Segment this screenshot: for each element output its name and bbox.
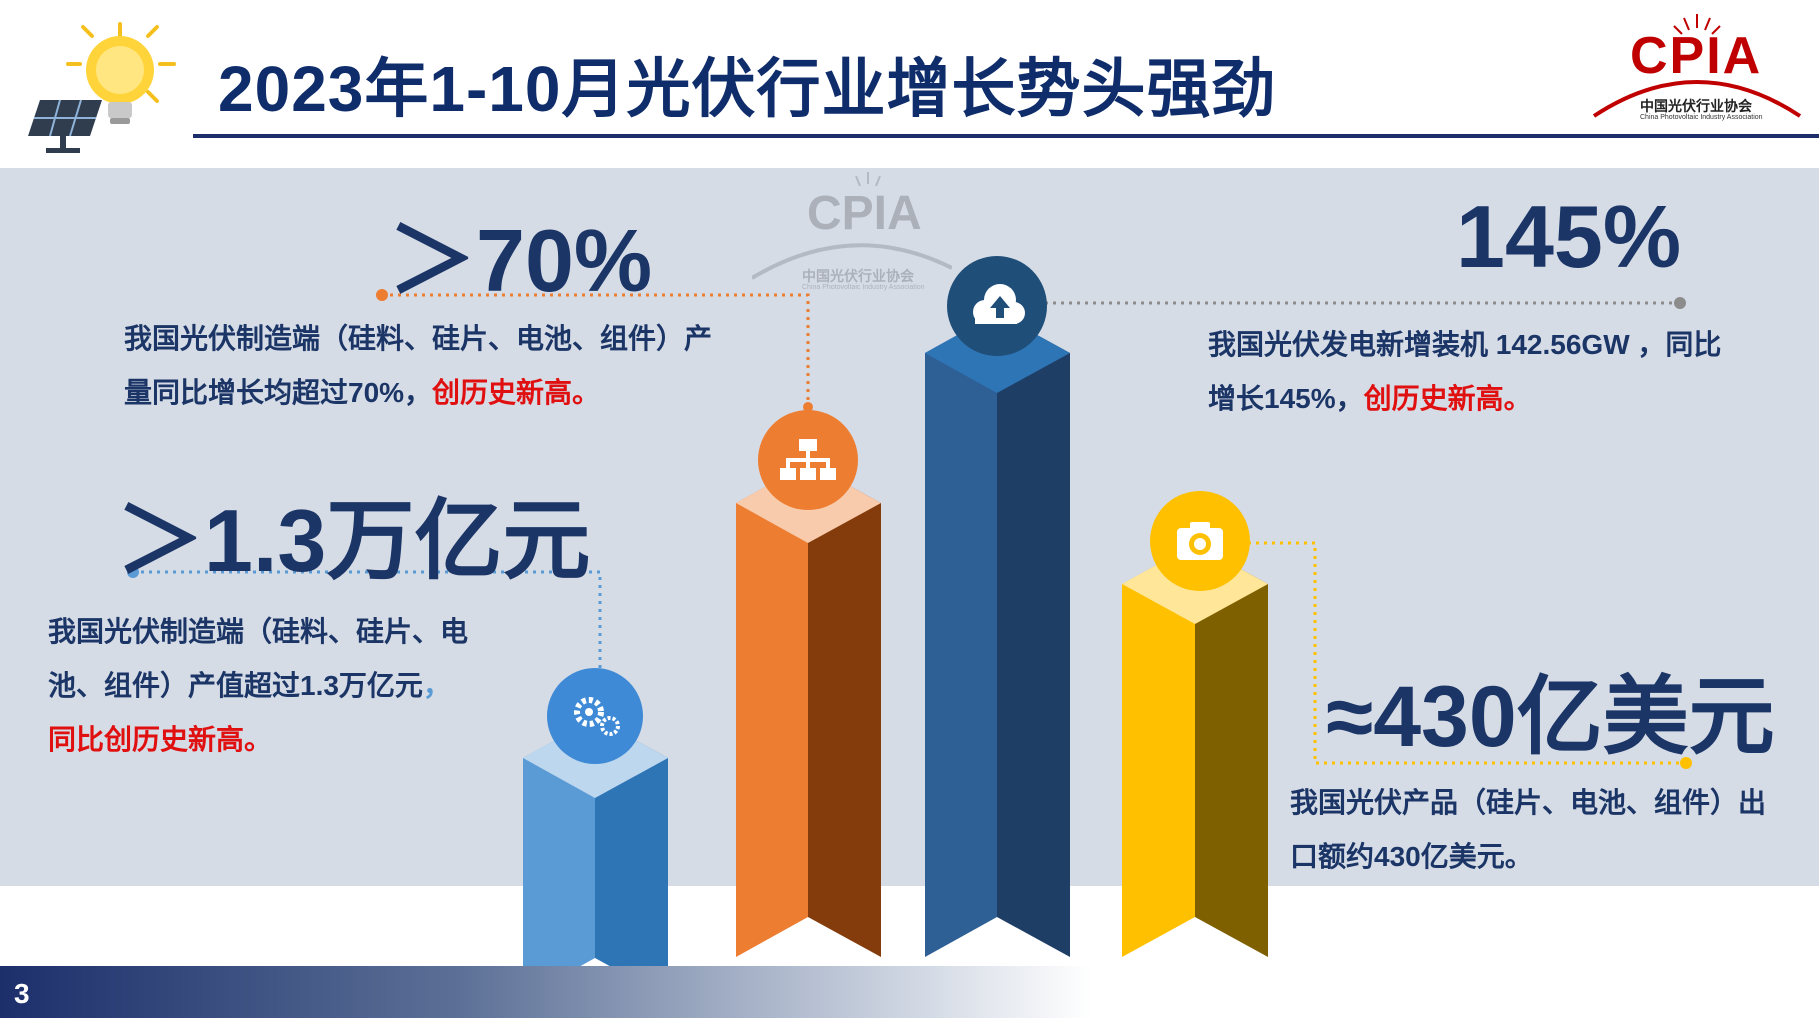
stat-output-desc: 我国光伏制造端（硅料、硅片、电池、组件）产 量同比增长均超过70%，创历史新高。 — [124, 312, 784, 420]
connector-value-dot — [127, 566, 139, 578]
stat-output-line2: 量同比增长均超过70%，创历史新高。 — [124, 366, 784, 420]
stat-value-line2-comma: ， — [422, 670, 451, 701]
stat-install-line2: 增长145%，创历史新高。 — [1208, 372, 1808, 426]
logo-text: CPIA — [1630, 27, 1763, 85]
stat-install-highlight: 创历史新高。 — [1363, 383, 1532, 414]
camera-icon — [1150, 491, 1250, 591]
stat-install-desc: 我国光伏发电新增装机 142.56GW ，同比 增长145%，创历史新高。 — [1208, 318, 1808, 426]
stat-output-line2-text: 量同比增长均超过70%， — [124, 377, 433, 408]
stat-export-desc: 我国光伏产品（硅片、电池、组件）出 口额约430亿美元。 — [1290, 776, 1810, 884]
stat-value-value: ＞1.3万亿元 — [116, 491, 591, 590]
stat-value-line2: 池、组件）产值超过1.3万亿元， — [48, 659, 548, 713]
bar-output — [736, 463, 881, 957]
connector-output-dot — [376, 289, 388, 301]
stat-value-line2-text: 池、组件）产值超过1.3万亿元 — [48, 670, 423, 701]
page-number: 3 — [14, 978, 30, 1009]
cloud-upload-icon — [947, 256, 1047, 356]
watermark-logo: CPIA 中国光伏行业协会 China Photovoltaic Industr… — [750, 168, 953, 291]
content-panel — [0, 168, 1819, 886]
bar-value — [523, 718, 668, 998]
logo-subtitle-cn: 中国光伏行业协会 — [1640, 98, 1752, 114]
stat-output-highlight: 创历史新高。 — [432, 377, 601, 408]
title-underline — [193, 134, 1819, 138]
bar-install — [925, 313, 1070, 957]
stat-export-value: ≈430亿美元 — [1326, 669, 1775, 765]
stat-export-line2: 口额约430亿美元。 — [1290, 841, 1533, 872]
connector-export — [1240, 541, 1686, 765]
stat-value-highlight: 同比创历史新高。 — [48, 724, 273, 755]
bar-export — [1122, 544, 1268, 957]
stat-install-value: 145% — [1456, 187, 1682, 286]
watermark-text: CPIA — [807, 187, 922, 240]
gears-icon — [547, 668, 643, 764]
connector-install-dot — [1674, 297, 1686, 309]
connector-export-dot — [1680, 757, 1692, 769]
logo-subtitle-en: China Photovoltaic Industry Association — [1640, 114, 1763, 121]
stat-output-line1: 我国光伏制造端（硅料、硅片、电池、组件）产 — [124, 323, 713, 354]
connector-output — [382, 293, 810, 407]
connector-value — [133, 570, 602, 668]
watermark-sunburst-icon — [750, 172, 953, 280]
solar-panel-bulb-icon — [28, 22, 176, 153]
watermark-subtitle-cn: 中国光伏行业协会 — [802, 268, 914, 284]
stat-export-line1: 我国光伏产品（硅片、电池、组件）出 — [1290, 787, 1767, 818]
stat-value-line1: 我国光伏制造端（硅料、硅片、电 — [48, 616, 469, 647]
stat-value-desc: 我国光伏制造端（硅料、硅片、电 池、组件）产值超过1.3万亿元， 同比创历史新高… — [48, 605, 548, 767]
org-chart-icon — [758, 410, 858, 510]
footer-bar — [0, 966, 1819, 1018]
stat-output-value: ＞70% — [388, 211, 653, 310]
watermark-subtitle-en: China Photovoltaic Industry Association — [802, 284, 925, 291]
cpia-logo: CPIA 中国光伏行业协会 China Photovoltaic Industr… — [1592, 8, 1802, 128]
stat-install-line1: 我国光伏发电新增装机 142.56GW ，同比 — [1208, 329, 1722, 360]
connector-output-end — [803, 402, 813, 412]
logo-sunburst-icon — [1592, 14, 1802, 118]
page-title: 2023年1-10月光伏行业增长势头强劲 — [218, 53, 1277, 125]
stat-install-line2-text: 增长145%， — [1208, 383, 1364, 414]
